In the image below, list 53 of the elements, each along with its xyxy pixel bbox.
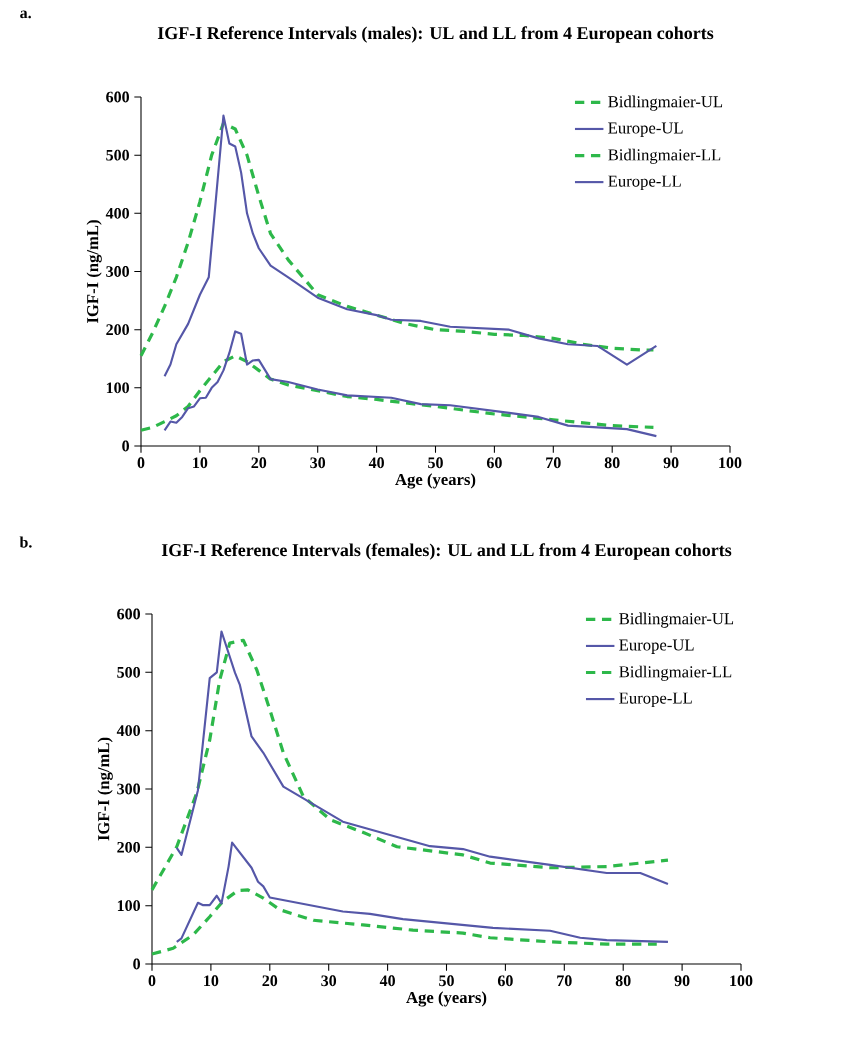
x-tick-label: 80 <box>615 975 631 987</box>
x-tick-label: 60 <box>497 975 513 987</box>
y-tick-label: 100 <box>106 382 129 394</box>
y-tick-label: 100 <box>117 900 140 912</box>
text: a. <box>20 10 31 19</box>
y-tick-label: 200 <box>106 324 129 336</box>
x-tick-label: 100 <box>719 457 742 469</box>
x-axis-title: Age (years) <box>395 473 476 489</box>
y-tick-label: 600 <box>117 608 140 620</box>
x-tick-label: 60 <box>486 457 502 469</box>
x-tick-label: 50 <box>439 975 454 987</box>
x-tick-label: 30 <box>310 457 326 469</box>
y-tick-label: 400 <box>105 207 129 219</box>
legend-label: Europe-UL <box>619 639 694 654</box>
x-tick-label: 40 <box>368 457 384 469</box>
legend-label: Europe-LL <box>608 175 681 191</box>
x-tick-label: 90 <box>674 975 690 987</box>
chart-title: IGF-I Reference Intervals (females): UL and LL from 4 European cohorts <box>161 543 732 560</box>
x-tick-label: 10 <box>193 457 208 469</box>
x-tick-label: 20 <box>262 975 278 987</box>
y-tick-label: 400 <box>116 725 140 737</box>
legend-label: Bidlingmaier-UL <box>619 612 734 628</box>
x-tick-label: 10 <box>204 975 219 987</box>
y-axis-title: IGF-I (ng/mL) <box>97 737 113 841</box>
line-series <box>150 888 659 956</box>
legend-label: Bidlingmaier-LL <box>619 665 732 681</box>
legend-label: Europe-LL <box>619 692 692 708</box>
x-axis-title: Age (years) <box>406 991 487 1007</box>
x-tick-label: 80 <box>604 457 620 469</box>
legend-label: Bidlingmaier-UL <box>608 95 723 111</box>
legend-label: Europe-UL <box>608 122 683 137</box>
text: b. <box>19 536 32 548</box>
x-tick-label: 50 <box>428 457 443 469</box>
y-tick-label: 500 <box>117 666 140 678</box>
y-tick-label: 0 <box>122 440 129 452</box>
x-tick-label: 70 <box>557 975 572 987</box>
y-tick-label: 300 <box>106 266 129 277</box>
x-tick-label: 0 <box>148 975 156 987</box>
legend-label: Bidlingmaier-LL <box>608 148 721 164</box>
y-tick-label: 200 <box>117 841 140 853</box>
y-tick-label: 500 <box>106 149 129 161</box>
x-tick-label: 40 <box>379 975 395 987</box>
chart-title: IGF-I Reference Intervals (males): UL and LL from 4 European cohorts <box>157 26 714 43</box>
y-axis-title: IGF-I (ng/mL) <box>86 220 102 324</box>
x-tick-label: 90 <box>663 457 679 469</box>
x-tick-label: 20 <box>251 457 267 469</box>
y-tick-label: 300 <box>117 783 140 795</box>
x-tick-label: 30 <box>321 975 337 987</box>
y-tick-label: 600 <box>106 91 129 103</box>
y-tick-label: 0 <box>133 958 141 970</box>
line-series <box>163 330 658 438</box>
x-tick-label: 100 <box>730 975 753 987</box>
x-tick-label: 70 <box>546 457 561 469</box>
